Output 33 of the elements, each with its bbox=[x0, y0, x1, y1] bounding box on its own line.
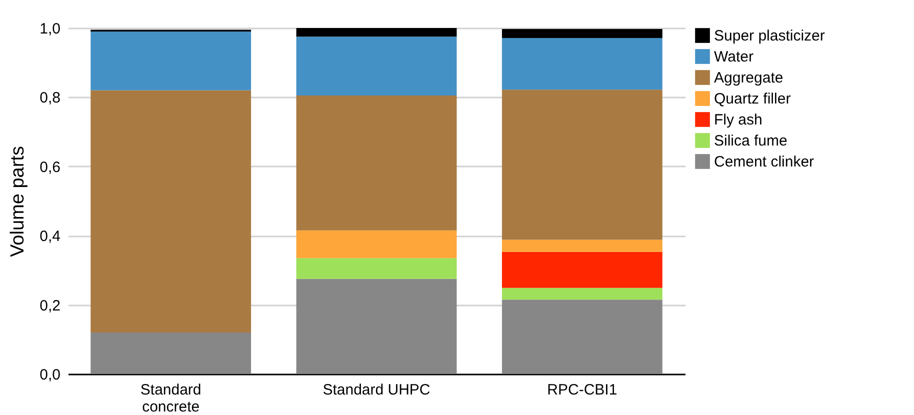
bar bbox=[502, 252, 662, 288]
legend-label: Quartz filler bbox=[714, 90, 791, 108]
x-tick-label: Standard concrete bbox=[140, 382, 202, 415]
y-axis-title: Volume parts bbox=[8, 146, 29, 257]
y-tick-label: 0,6 bbox=[40, 158, 60, 176]
bar bbox=[90, 332, 252, 374]
x-tick-label: Standard UHPC bbox=[322, 382, 430, 398]
legend-label: Aggregate bbox=[714, 70, 784, 86]
y-tick-label: 0,8 bbox=[40, 90, 60, 107]
bar bbox=[502, 29, 662, 38]
bar bbox=[502, 38, 662, 90]
bar bbox=[502, 240, 662, 252]
bar bbox=[502, 90, 662, 240]
bar bbox=[296, 36, 457, 96]
legend-label: Silica fume bbox=[714, 132, 788, 150]
bar bbox=[502, 300, 662, 374]
bar bbox=[296, 258, 457, 279]
legend-label: Super plasticizer bbox=[714, 28, 825, 44]
legend-label: Cement clinker bbox=[714, 154, 814, 170]
bar bbox=[90, 31, 252, 90]
y-tick-label: 1,0 bbox=[40, 20, 60, 38]
bar bbox=[90, 90, 252, 332]
y-tick-label: 0,0 bbox=[40, 366, 60, 384]
bar bbox=[296, 28, 457, 37]
bar bbox=[502, 288, 662, 300]
bar bbox=[296, 278, 457, 374]
legend-label: Water bbox=[714, 48, 754, 66]
y-tick-label: 0,2 bbox=[40, 297, 60, 314]
y-tick-label: 0,4 bbox=[40, 228, 60, 246]
legend-label: Fly ash bbox=[714, 112, 762, 128]
bar bbox=[296, 230, 457, 258]
bar bbox=[296, 95, 457, 230]
x-tick-label: RPC-CBI1 bbox=[547, 382, 618, 398]
